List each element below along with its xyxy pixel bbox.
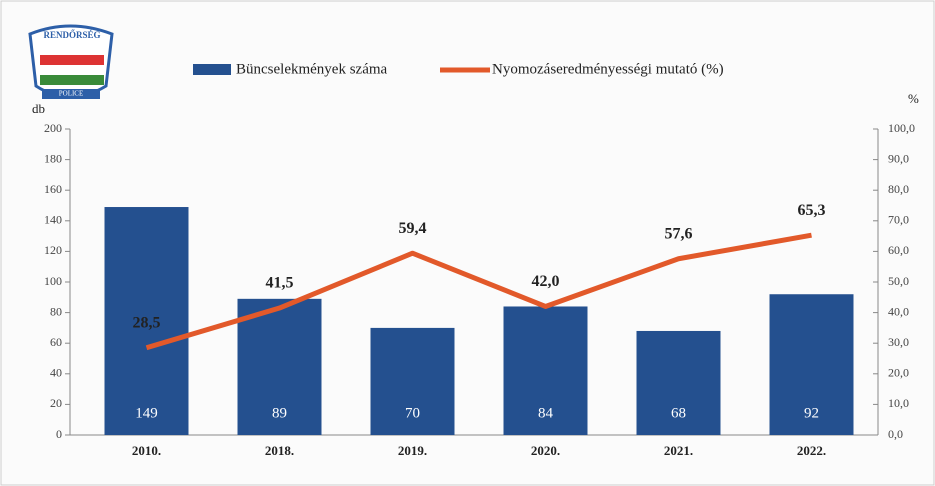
y2-tick-label: 80,0 [888,182,909,196]
x-tick-label: 2019. [398,443,427,458]
bar [104,207,189,435]
x-tick-label: 2021. [664,443,693,458]
badge-band [42,89,100,99]
line [145,232,812,351]
badge-stripe [40,75,104,85]
line-value-label: 59,4 [399,220,427,237]
legend-label: Büncselekmények száma [236,61,388,77]
badge: RENDŐRSÉG POLICE [28,24,114,99]
y2-tick-label: 20,0 [888,366,909,380]
y2-tick-label: 50,0 [888,274,909,288]
y-tick-label: 120 [44,243,62,257]
y2-tick-label: 0,0 [888,427,903,441]
bar-value-label: 68 [671,405,686,421]
y2-tick-label: 30,0 [888,335,909,349]
x-tick-label: 2010. [132,443,161,458]
y2-tick-label: 60,0 [888,243,909,257]
line-value-label: 42,0 [532,273,560,290]
line-value-label: 41,5 [266,275,294,292]
legend-swatch [193,64,231,75]
badge-stripe [40,55,104,65]
bar-value-label: 89 [272,405,287,421]
y2-tick-label: 100,0 [888,121,915,135]
bar-value-label: 149 [135,405,158,421]
y2-tick-label: 10,0 [888,396,909,410]
legend-label: Nyomozáseredményességi mutató (%) [492,61,724,77]
y-tick-label: 160 [44,182,62,196]
x-tick-label: 2020. [531,443,560,458]
x-tick-label: 2018. [265,443,294,458]
y-axis-label: db [32,101,45,116]
y-tick-label: 40 [50,366,62,380]
bar [769,294,854,435]
bar [636,330,721,435]
y2-axis-label: % [908,91,919,106]
y-tick-label: 20 [50,396,62,410]
y-tick-label: 60 [50,335,62,349]
badge-bottom: POLICE [59,90,84,98]
badge-top: RENDŐRSÉG [43,30,100,40]
y2-tick-label: 70,0 [888,213,909,227]
line-value-label: 28,5 [133,314,161,331]
bar-value-label: 92 [804,405,819,421]
x-tick-label: 2022. [797,443,826,458]
y2-tick-label: 90,0 [888,151,909,165]
line-value-label: 57,6 [665,225,693,242]
bar [503,306,588,435]
y-tick-label: 0 [56,427,62,441]
bar-value-label: 84 [538,405,554,421]
bar [370,327,455,435]
y-tick-label: 100 [44,274,62,288]
y-tick-label: 180 [44,151,62,165]
y2-tick-label: 40,0 [888,304,909,318]
y-tick-label: 200 [44,121,62,135]
bar-value-label: 70 [405,405,420,421]
line-value-label: 65,3 [798,202,826,219]
y-tick-label: 80 [50,304,62,318]
bar [237,298,322,435]
y-tick-label: 140 [44,213,62,227]
